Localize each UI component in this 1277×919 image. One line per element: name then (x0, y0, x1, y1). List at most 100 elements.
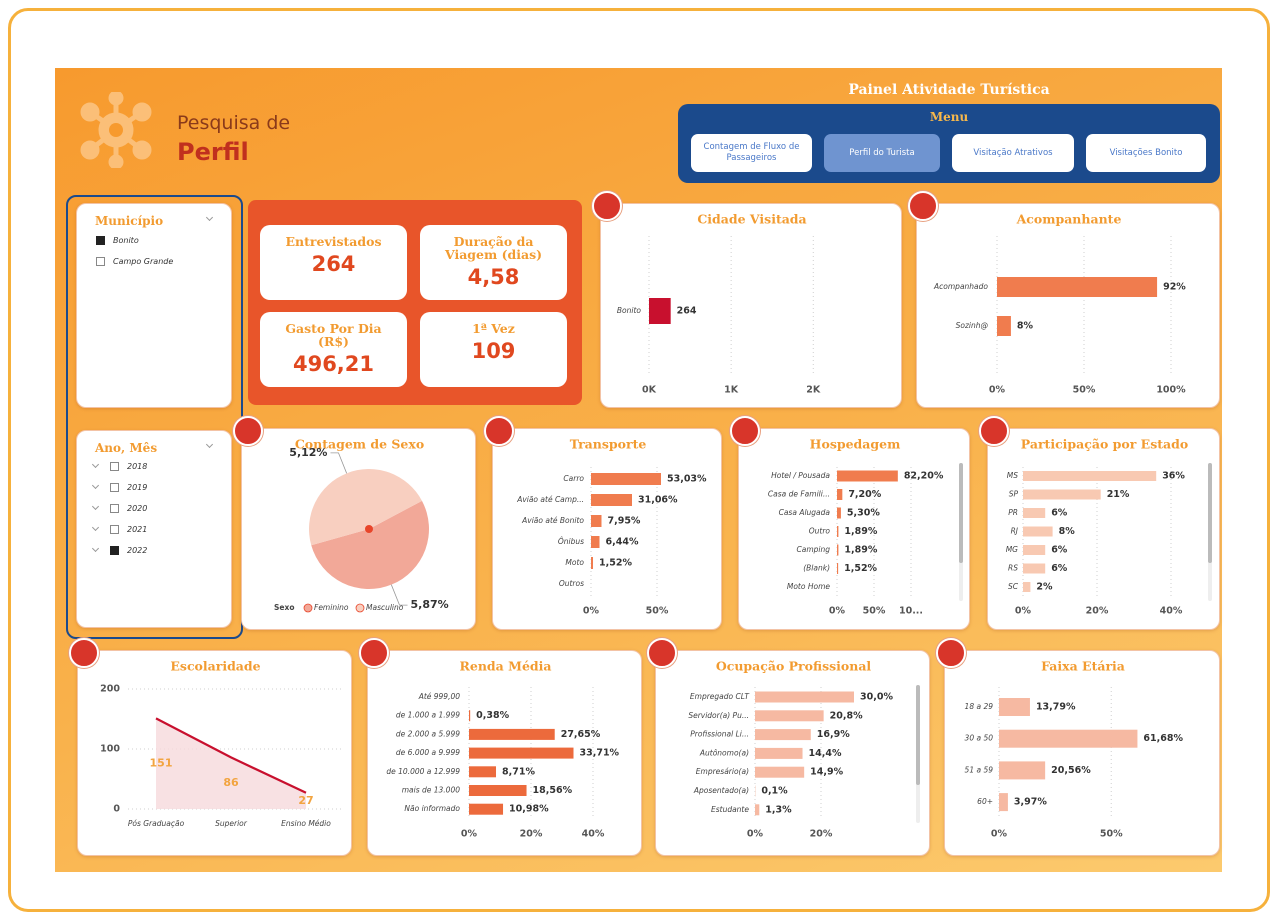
data-label: 33,71% (580, 748, 620, 759)
menu-button[interactable]: Perfil do Turista (824, 134, 940, 172)
bar (1023, 545, 1046, 555)
chart-title: Contagem de Sexo (295, 437, 424, 452)
category-label: 18 a 29 (965, 702, 994, 711)
checkbox[interactable] (110, 504, 119, 513)
chart-panel: Acompanhante 0% 50% 100% Acompanhado 92% Sozin… (916, 203, 1220, 408)
x-tick-label: 1K (724, 385, 739, 396)
filter-item[interactable]: 2022 (127, 546, 148, 555)
x-tick-label: 0% (991, 829, 1008, 840)
category-label: 60+ (977, 797, 993, 806)
bar (1023, 508, 1046, 518)
line (155, 717, 307, 794)
checkbox[interactable] (96, 257, 105, 266)
checkbox[interactable] (110, 525, 119, 534)
category-label: (Blank) (803, 564, 830, 573)
data-label: 10,98% (509, 804, 549, 815)
outer-frame (8, 8, 1270, 912)
pie-center (365, 525, 373, 533)
chart-panel: Escolaridade 0 100 200 Pós Graduação 151 Super… (77, 650, 352, 856)
chart-panel: Faixa Etária 0% 50% 18 a 29 13,79% 30 a 50 61,… (944, 650, 1220, 856)
kpi-value: 496,21 (292, 352, 375, 376)
data-label: 13,79% (1036, 702, 1076, 713)
filter-item[interactable]: 2018 (127, 462, 148, 471)
chart-icon (936, 638, 966, 668)
data-label: 36% (1162, 471, 1185, 482)
legend-title: Sexo (274, 603, 294, 612)
bar (469, 747, 574, 759)
menu-button[interactable]: Visitação Atrativos (952, 134, 1074, 172)
chart-icon (69, 638, 99, 668)
x-tick-label: 0% (989, 385, 1006, 396)
data-label: 92% (1163, 282, 1186, 293)
bar (591, 557, 594, 569)
legend-label: Masculino (366, 603, 404, 612)
bar (1023, 471, 1157, 481)
bar (755, 729, 811, 741)
data-label: 6,44% (606, 537, 639, 548)
chart-panel: Transporte 0% 50% Carro 53,03% Avião até Camp… (492, 428, 722, 630)
filter-title: Município (95, 214, 164, 228)
bar (469, 803, 504, 815)
bar (999, 793, 1008, 812)
category-label: RS (1008, 564, 1018, 573)
x-tick-label: 0% (1015, 606, 1032, 617)
pie-slice (309, 469, 422, 546)
menu-title: Menu (929, 110, 969, 124)
data-label: 5,12% (289, 446, 327, 459)
category-label: Profissional Li... (690, 730, 749, 739)
chart: Ocupação Profissional 0% 20% Empregado CLT 3… (688, 659, 920, 840)
category-label: MS (1007, 471, 1018, 480)
chart-panel: Participação por Estado 0% 20% 40% MS 36% SP 21… (987, 428, 1220, 630)
chart-icon (908, 191, 938, 221)
kpi-label: Duração da Viagem (dias) (444, 234, 543, 262)
bar (837, 489, 843, 500)
pie-slice (311, 500, 429, 589)
bar (469, 766, 497, 778)
chart-panel: Renda Média 0% 20% 40% Até 999,00 de 1.000 a … (367, 650, 642, 856)
bar (1023, 563, 1046, 574)
category-label: Servidor(a) Pu... (688, 711, 749, 720)
checkbox[interactable] (96, 236, 105, 245)
checkbox[interactable] (110, 483, 119, 492)
x-tick-label: 0K (642, 385, 657, 396)
chart-icon (592, 191, 622, 221)
bar (1023, 582, 1031, 592)
leader-line (390, 584, 408, 606)
y-tick-label: 200 (100, 684, 120, 695)
menu-button[interactable]: Visitações Bonito (1086, 134, 1206, 172)
category-label: SP (1009, 490, 1019, 499)
bar (999, 729, 1138, 748)
chart: Participação por Estado 0% 20% 40% MS 36% SP 21… (1006, 437, 1212, 617)
header-icon (80, 92, 152, 168)
y-tick-label: 0 (113, 804, 120, 815)
filter-item[interactable]: 2020 (127, 504, 148, 513)
leader-line (330, 452, 348, 474)
chart: Faixa Etária 0% 50% 18 a 29 13,79% 30 a 50 61,… (965, 659, 1184, 840)
data-label: 3,97% (1014, 797, 1047, 808)
kpi-card: Entrevistados 264 (260, 225, 407, 300)
data-label: 1,3% (765, 804, 792, 815)
bar (469, 728, 555, 740)
bar (755, 747, 803, 759)
checkbox[interactable] (110, 546, 119, 555)
data-label: 6% (1051, 563, 1068, 574)
data-label: 0,38% (476, 710, 509, 721)
category-label: PR (1008, 508, 1018, 517)
data-label: 86 (223, 776, 239, 789)
x-tick-label: 0% (583, 606, 600, 617)
bar (755, 691, 854, 703)
menu-button[interactable]: Contagem de Fluxo de Passageiros (691, 134, 812, 172)
checkbox[interactable] (110, 462, 119, 471)
category-label: Casa de Famili... (768, 490, 830, 499)
category-label: Não informado (404, 804, 460, 813)
filter-item[interactable]: Campo Grande (113, 257, 174, 266)
kpi-value: 264 (311, 252, 356, 276)
category-label: Carro (563, 474, 584, 483)
bar (591, 494, 632, 506)
filter-item[interactable]: 2019 (127, 483, 148, 492)
filter-item[interactable]: Bonito (113, 236, 139, 245)
category-label: Moto (565, 558, 584, 567)
filter-item[interactable]: 2021 (127, 525, 148, 534)
category-label: 30 a 50 (965, 734, 994, 743)
chart: Escolaridade 0 100 200 Pós Graduação 151 Super… (100, 659, 343, 828)
